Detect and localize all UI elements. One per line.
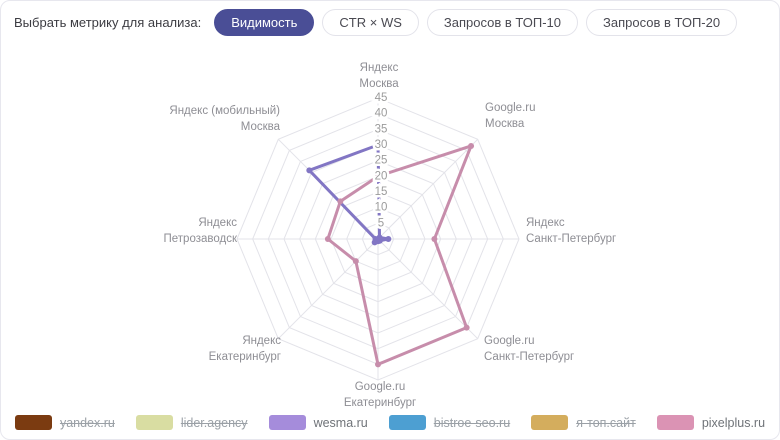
- r-axis-tick: 35: [375, 123, 388, 135]
- series-point-wesma.ru: [375, 142, 381, 148]
- metric-button-ctr-ws[interactable]: CTR × WS: [322, 9, 419, 36]
- series-point-pixelplus.ru: [324, 236, 331, 242]
- legend-item-pixelplus.ru[interactable]: pixelplus.ru: [656, 415, 766, 430]
- r-axis-tick: 20: [375, 170, 388, 182]
- series-point-pixelplus.ru: [468, 142, 475, 149]
- axis-label: Яндекс (мобильный): [169, 105, 280, 117]
- r-axis-tick: 45: [375, 92, 388, 104]
- axis-label: Google.ru: [485, 102, 536, 114]
- grid-spoke: [277, 238, 379, 340]
- axis-label: Санкт-Петербург: [526, 233, 616, 245]
- legend-swatch: [135, 415, 173, 430]
- metric-button-top20[interactable]: Запросов в ТОП-20: [586, 9, 738, 36]
- axis-label: Екатеринбург: [344, 397, 416, 409]
- series-point-pixelplus.ru: [375, 173, 381, 180]
- axis-label: Яндекс: [242, 335, 281, 347]
- metric-toolbar-label: Выбрать метрику для анализа:: [14, 15, 202, 30]
- legend-item-bistroe-seo.ru[interactable]: bistroe-seo.ru: [388, 415, 511, 430]
- legend-item-wesma.ru[interactable]: wesma.ru: [268, 415, 368, 430]
- axis-label: Москва: [241, 121, 281, 133]
- chart-legend: yandex.ru lider.agency wesma.ru bistroe-seo…: [1, 415, 779, 430]
- axis-label: Екатеринбург: [209, 351, 281, 363]
- axis-label: Яндекс: [526, 217, 565, 229]
- grid-spoke: [377, 138, 479, 240]
- series-point-pixelplus.ru: [463, 324, 470, 331]
- axis-label: Москва: [359, 78, 399, 90]
- axis-label: Google.ru: [484, 335, 535, 347]
- r-axis-tick: 5: [378, 217, 384, 229]
- legend-label: pixelplus.ru: [701, 415, 766, 430]
- legend-swatch: [656, 415, 694, 430]
- axis-label: Яндекс: [360, 62, 399, 74]
- legend-swatch: [14, 415, 52, 430]
- series-point-wesma.ru: [372, 236, 379, 242]
- series-point-pixelplus.ru: [352, 258, 359, 265]
- legend-swatch: [268, 415, 306, 430]
- metric-button-top10[interactable]: Запросов в ТОП-10: [426, 9, 578, 36]
- r-axis-tick: 10: [375, 202, 388, 214]
- metric-button-visibility[interactable]: Видимость: [214, 9, 315, 36]
- axis-label: Москва: [485, 118, 525, 130]
- axis-label: Петрозаводск: [164, 233, 238, 245]
- series-point-wesma.ru: [306, 167, 313, 174]
- grid-spoke: [377, 238, 479, 340]
- series-point-pixelplus.ru: [431, 236, 438, 242]
- legend-label: bistroe-seo.ru: [433, 415, 511, 430]
- r-axis-tick: 25: [375, 155, 388, 167]
- legend-swatch: [531, 415, 569, 430]
- metric-toolbar: Выбрать метрику для анализа: Видимость C…: [14, 9, 738, 36]
- legend-swatch: [388, 415, 426, 430]
- legend-item-yandex.ru[interactable]: yandex.ru: [14, 415, 115, 430]
- axis-label: Яндекс: [198, 217, 237, 229]
- r-axis-tick: 15: [375, 186, 388, 198]
- legend-item-я-топ.сайт[interactable]: я-топ.сайт: [531, 415, 636, 430]
- r-axis-tick: 30: [375, 139, 388, 151]
- legend-label: lider.agency: [180, 415, 248, 430]
- legend-label: wesma.ru: [313, 415, 368, 430]
- legend-label: yandex.ru: [59, 415, 115, 430]
- r-axis-tick: 40: [375, 108, 388, 120]
- series-point-wesma.ru: [385, 236, 392, 242]
- axis-label: Санкт-Петербург: [484, 351, 574, 363]
- series-point-pixelplus.ru: [337, 198, 344, 205]
- legend-item-lider.agency[interactable]: lider.agency: [135, 415, 248, 430]
- legend-label: я-топ.сайт: [576, 415, 636, 430]
- axis-label: Google.ru: [355, 381, 406, 393]
- series-point-pixelplus.ru: [375, 361, 381, 368]
